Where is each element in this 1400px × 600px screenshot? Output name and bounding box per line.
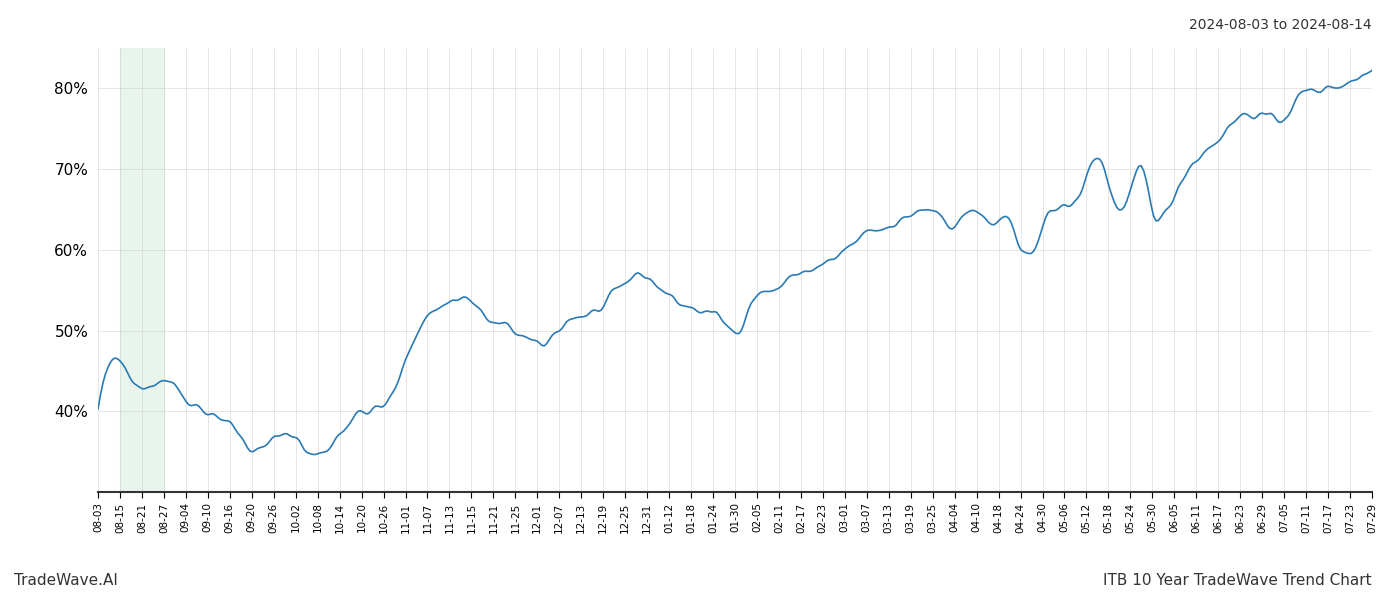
Text: 2024-08-03 to 2024-08-14: 2024-08-03 to 2024-08-14 xyxy=(1190,18,1372,32)
Text: ITB 10 Year TradeWave Trend Chart: ITB 10 Year TradeWave Trend Chart xyxy=(1103,573,1372,588)
Bar xyxy=(120,48,164,492)
Text: TradeWave.AI: TradeWave.AI xyxy=(14,573,118,588)
